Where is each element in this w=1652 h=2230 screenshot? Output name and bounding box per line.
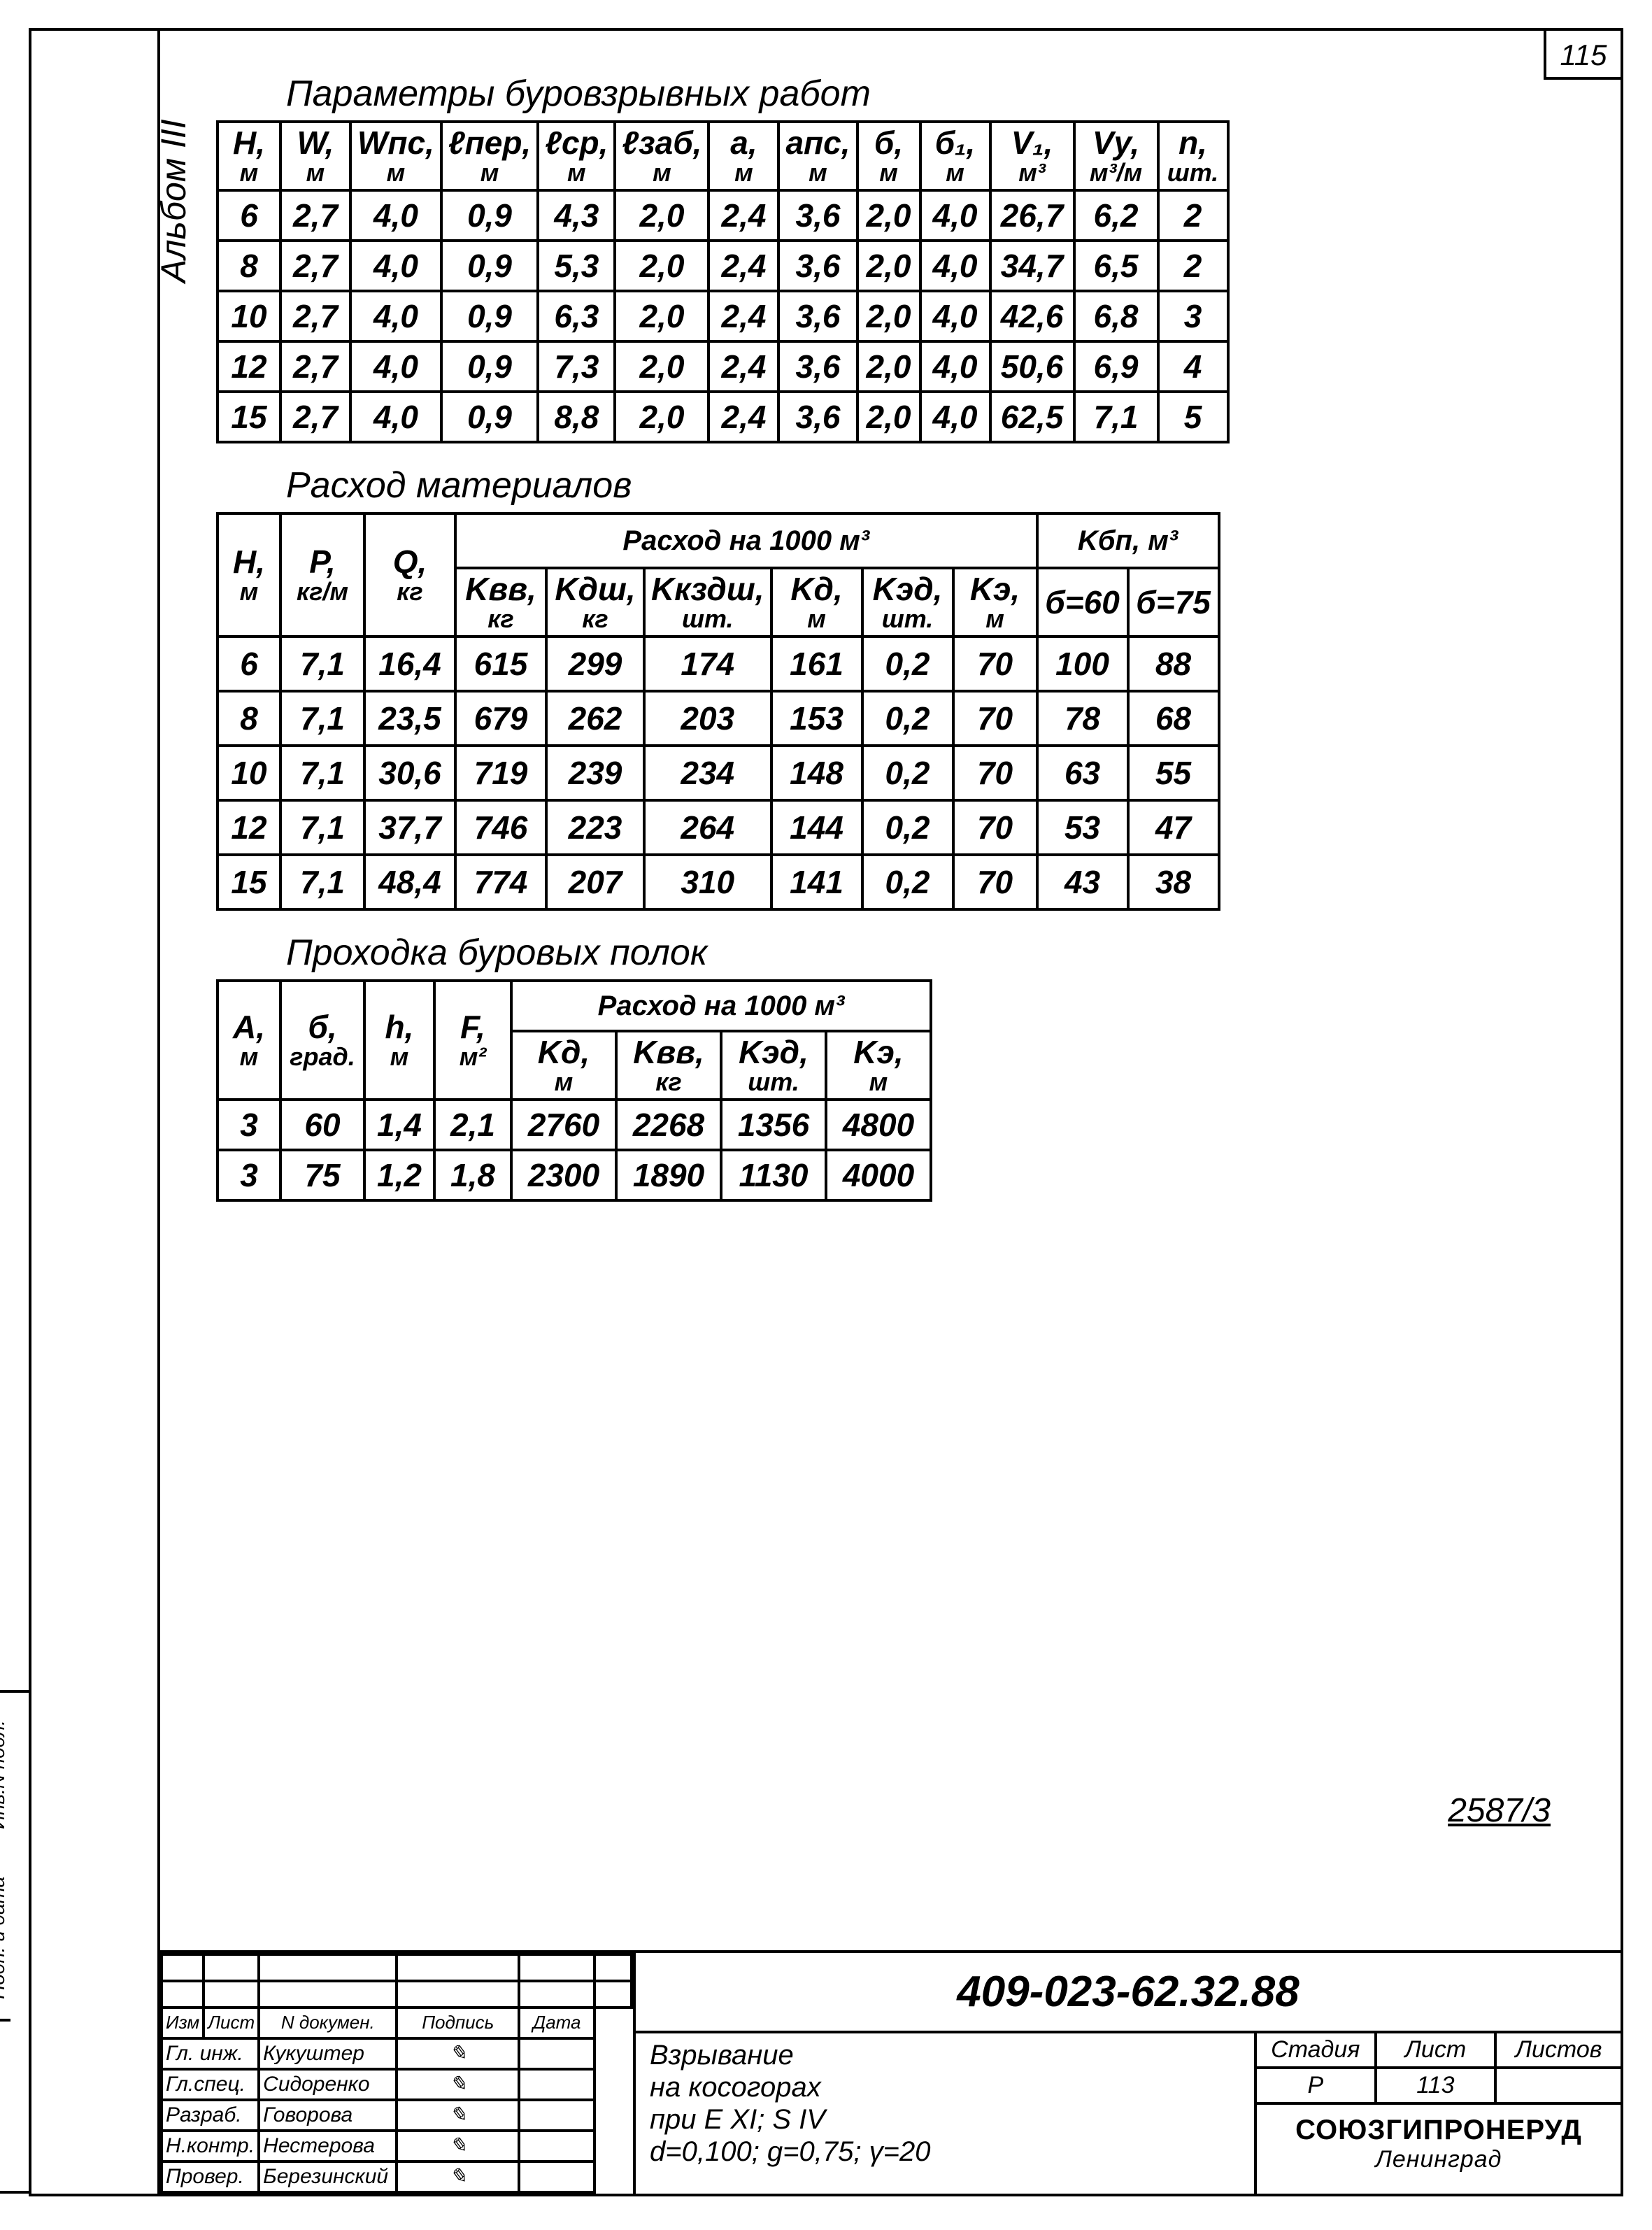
stamp-v-sheets (1497, 2069, 1621, 2102)
stamp-h-stage: Стадия (1257, 2033, 1377, 2066)
title-block: ИзмЛистN докумен.ПодписьДатаГл. инж.Куку… (160, 1950, 1621, 2194)
revision-block: ИзмЛистN докумен.ПодписьДатаГл. инж.Куку… (160, 1953, 636, 2194)
project-reference: 2587/3 (1448, 1791, 1551, 1830)
drilling-shelves-table: A,мб,град.h,мF,м²Расход на 1000 м³Kд,мKв… (216, 979, 932, 1202)
parameters-table: H,мW,мWпс,мℓпер,мℓср,мℓзаб,мa,мaпс,мб,мб… (216, 120, 1230, 443)
drawing-description: Взрываниена косогорахпри E XI; S IVd=0,1… (636, 2033, 1257, 2194)
drawing-sheet: 115 Инв.N подл. Подп. и дата Альбом III … (29, 28, 1623, 2196)
table3-title: Проходка буровых полок (286, 932, 1579, 974)
stamp-v-sheet: 113 (1377, 2069, 1497, 2102)
stamp-block: Стадия Лист Листов Р 113 (1257, 2033, 1621, 2194)
stamp-h-sheets: Листов (1497, 2033, 1621, 2066)
side-label-2: Подп. и дата (0, 1857, 10, 2022)
drawing-code: 409-023-62.32.88 (636, 1953, 1621, 2033)
table1-title: Параметры буровзрывных работ (286, 73, 1579, 115)
table2-title: Расход материалов (286, 464, 1579, 506)
content-area: Параметры буровзрывных работ H,мW,мWпс,м… (160, 31, 1621, 1202)
stamp-v-stage: Р (1257, 2069, 1377, 2102)
album-label: Альбом III (153, 119, 194, 283)
organization: СОЮЗГИПРОНЕРУД Ленинград (1257, 2105, 1621, 2194)
stamp-h-sheet: Лист (1377, 2033, 1497, 2066)
materials-table: H,мP,кг/мQ,кгРасход на 1000 м³Kбп, м³Kвв… (216, 512, 1220, 911)
side-label-1: Инв.N подл. (0, 1693, 10, 1857)
side-stamp: Инв.N подл. Подп. и дата (0, 1690, 29, 2194)
